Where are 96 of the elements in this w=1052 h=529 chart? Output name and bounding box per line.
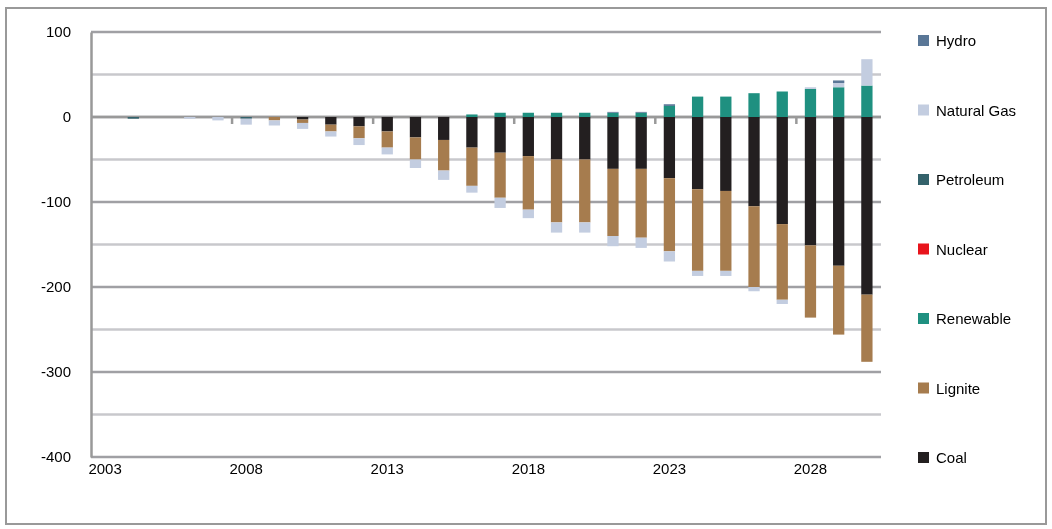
bar — [579, 117, 591, 160]
bar — [861, 85, 873, 117]
bar — [833, 87, 845, 117]
bar — [466, 114, 478, 117]
x-tick-label: 2028 — [793, 459, 828, 477]
bar — [607, 112, 619, 117]
bar — [635, 112, 647, 117]
bar — [579, 159, 591, 223]
legend-label: Hydro — [936, 32, 977, 49]
bar — [522, 117, 534, 157]
bar — [522, 209, 534, 219]
y-tick-label: -100 — [40, 193, 71, 211]
bar — [804, 117, 817, 246]
x-tick-label: 2003 — [88, 459, 122, 477]
legend-label: Petroleum — [936, 171, 1005, 188]
bar — [494, 117, 506, 153]
bar — [804, 245, 817, 318]
y-tick-label: 0 — [62, 108, 71, 126]
bar — [550, 159, 563, 223]
bar — [438, 170, 450, 180]
bar — [635, 168, 647, 238]
bar — [861, 294, 873, 362]
bar — [776, 117, 788, 225]
legend-label: Renewable — [936, 310, 1012, 327]
y-tick-label: -200 — [40, 278, 71, 296]
bar — [833, 117, 845, 266]
bar — [268, 120, 281, 126]
bar — [579, 112, 591, 117]
bar — [579, 222, 591, 233]
bar — [635, 237, 647, 248]
bar — [861, 117, 873, 295]
bar — [466, 185, 478, 193]
x-tick-label: 2008 — [229, 459, 263, 477]
x-tick-label: 2018 — [511, 459, 546, 477]
bar — [353, 126, 365, 139]
bar — [663, 117, 676, 179]
legend-label: Coal — [936, 449, 967, 466]
bar — [325, 131, 337, 137]
bar — [663, 178, 676, 252]
x-tick-label: 2023 — [652, 459, 687, 477]
bar — [776, 91, 788, 117]
bar — [296, 122, 309, 129]
bar — [466, 117, 478, 148]
y-tick-label: 100 — [45, 23, 71, 41]
bar — [720, 270, 732, 276]
legend-label: Nuclear — [936, 240, 988, 258]
bar — [550, 112, 563, 117]
bar — [833, 83, 845, 88]
bar — [409, 117, 422, 138]
bar — [776, 299, 788, 304]
bar — [748, 117, 760, 207]
bar — [381, 131, 393, 148]
bar — [720, 117, 732, 191]
bar — [325, 117, 337, 125]
bar — [691, 117, 704, 190]
bar — [607, 168, 619, 236]
bar — [212, 117, 224, 121]
bar — [522, 112, 534, 117]
bar — [833, 265, 845, 335]
bar — [776, 224, 788, 300]
y-tick-label: -300 — [40, 363, 71, 381]
bar — [748, 206, 760, 287]
bar — [466, 147, 478, 186]
bar — [353, 117, 365, 127]
bar — [663, 251, 676, 262]
bar — [494, 112, 506, 117]
bar — [550, 222, 563, 233]
bar — [409, 137, 422, 160]
bar — [691, 189, 704, 271]
bar — [748, 93, 760, 117]
bar — [550, 117, 563, 160]
bar — [663, 105, 676, 117]
bar — [240, 118, 252, 125]
y-tick-label: -400 — [40, 448, 71, 466]
bar — [438, 117, 450, 140]
bar — [522, 156, 534, 210]
legend-label: Lignite — [936, 379, 981, 397]
bar — [607, 236, 619, 247]
bar — [438, 139, 450, 171]
bar — [833, 80, 845, 83]
bar — [494, 197, 506, 208]
bar — [691, 270, 704, 276]
bar — [409, 159, 422, 168]
bar — [720, 96, 732, 117]
bar — [353, 138, 365, 146]
legend-label: Natural Gas — [936, 101, 1017, 119]
bar — [494, 152, 506, 198]
bar — [635, 117, 647, 169]
bar — [607, 117, 619, 169]
bar — [691, 96, 704, 117]
bar — [720, 190, 732, 271]
bar — [804, 88, 817, 117]
bar — [861, 59, 873, 86]
x-tick-label: 2013 — [370, 459, 404, 477]
bar — [381, 117, 393, 132]
bar — [748, 287, 760, 292]
